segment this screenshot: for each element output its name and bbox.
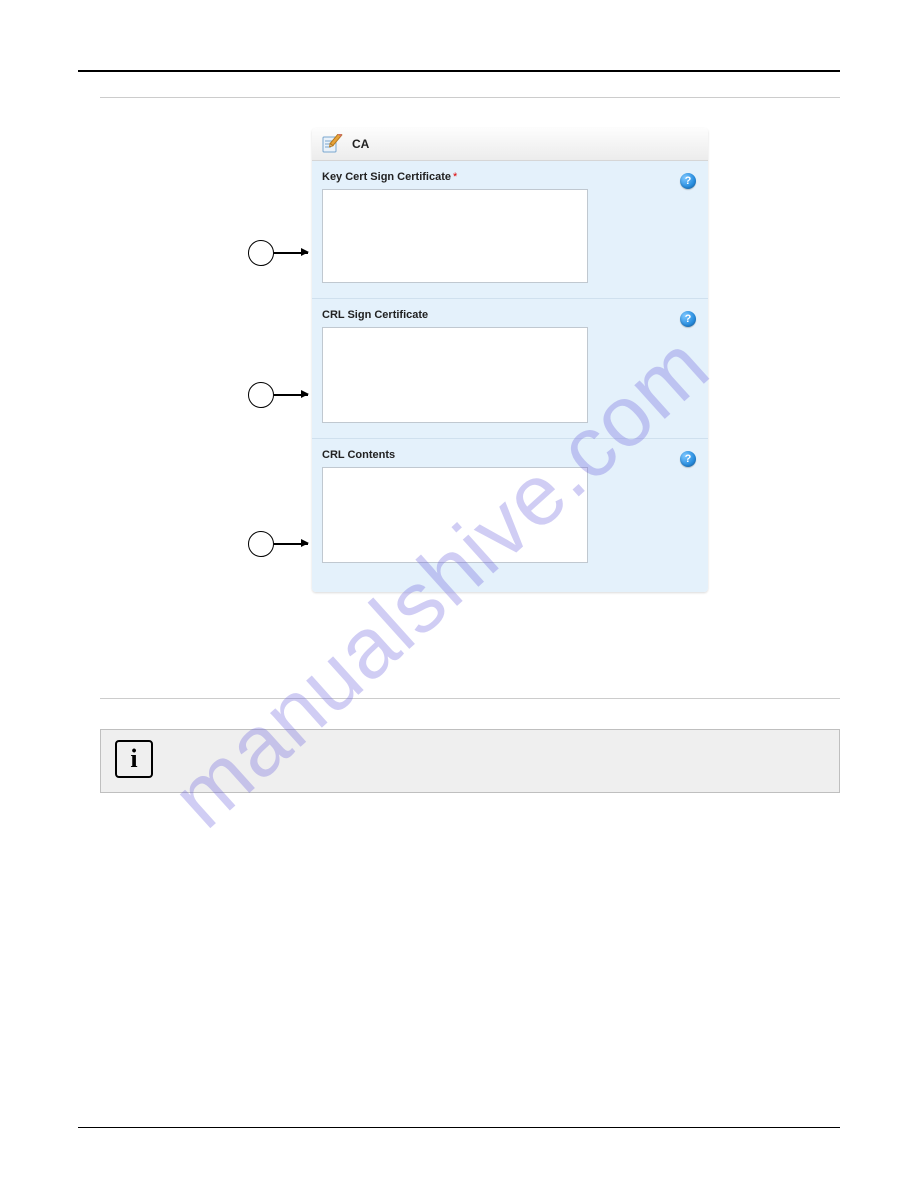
field-header-row: CRL Sign Certificate ? xyxy=(322,309,698,327)
document-page: CA Key Cert Sign Certificate* ? xyxy=(0,0,918,1188)
field-label: Key Cert Sign Certificate* xyxy=(322,171,457,183)
panel-body: Key Cert Sign Certificate* ? CRL Sign Ce… xyxy=(312,161,708,592)
callout-2 xyxy=(248,382,308,408)
ca-panel: CA Key Cert Sign Certificate* ? xyxy=(312,128,708,592)
figure-area: CA Key Cert Sign Certificate* ? xyxy=(100,128,840,648)
top-horizontal-rule xyxy=(78,70,840,72)
panel-header: CA xyxy=(312,128,708,161)
field-label: CRL Contents xyxy=(322,449,395,461)
field-header-row: CRL Contents ? xyxy=(322,449,698,467)
label-text: CRL Contents xyxy=(322,449,395,461)
help-glyph: ? xyxy=(685,314,692,325)
callout-3 xyxy=(248,531,308,557)
callout-circle xyxy=(248,531,274,557)
info-icon: i xyxy=(115,740,153,778)
callout-arrow-icon xyxy=(274,543,308,545)
panel-title: CA xyxy=(352,137,369,151)
field-crl-contents: CRL Contents ? xyxy=(322,449,698,568)
crl-sign-textarea[interactable] xyxy=(322,327,588,423)
required-marker: * xyxy=(453,171,457,183)
bottom-horizontal-rule xyxy=(78,1127,840,1128)
field-separator xyxy=(312,298,708,299)
section-bottom-rule xyxy=(100,698,840,699)
help-glyph: ? xyxy=(685,176,692,187)
help-icon[interactable]: ? xyxy=(680,311,696,327)
help-glyph: ? xyxy=(685,454,692,465)
field-key-cert-sign: Key Cert Sign Certificate* ? xyxy=(322,171,698,288)
info-glyph: i xyxy=(130,746,137,772)
help-icon[interactable]: ? xyxy=(680,173,696,189)
crl-contents-textarea[interactable] xyxy=(322,467,588,563)
field-label: CRL Sign Certificate xyxy=(322,309,428,321)
section-top-rule xyxy=(100,97,840,98)
callout-arrow-icon xyxy=(274,252,308,254)
label-text: Key Cert Sign Certificate xyxy=(322,171,451,183)
callout-1 xyxy=(248,240,308,266)
help-icon[interactable]: ? xyxy=(680,451,696,467)
callout-circle xyxy=(248,382,274,408)
callout-arrow-icon xyxy=(274,394,308,396)
field-separator xyxy=(312,438,708,439)
note-box: i xyxy=(100,729,840,793)
pencil-on-document-icon xyxy=(322,134,344,154)
label-text: CRL Sign Certificate xyxy=(322,309,428,321)
field-crl-sign: CRL Sign Certificate ? xyxy=(322,309,698,428)
field-header-row: Key Cert Sign Certificate* ? xyxy=(322,171,698,189)
callout-circle xyxy=(248,240,274,266)
key-cert-sign-textarea[interactable] xyxy=(322,189,588,283)
